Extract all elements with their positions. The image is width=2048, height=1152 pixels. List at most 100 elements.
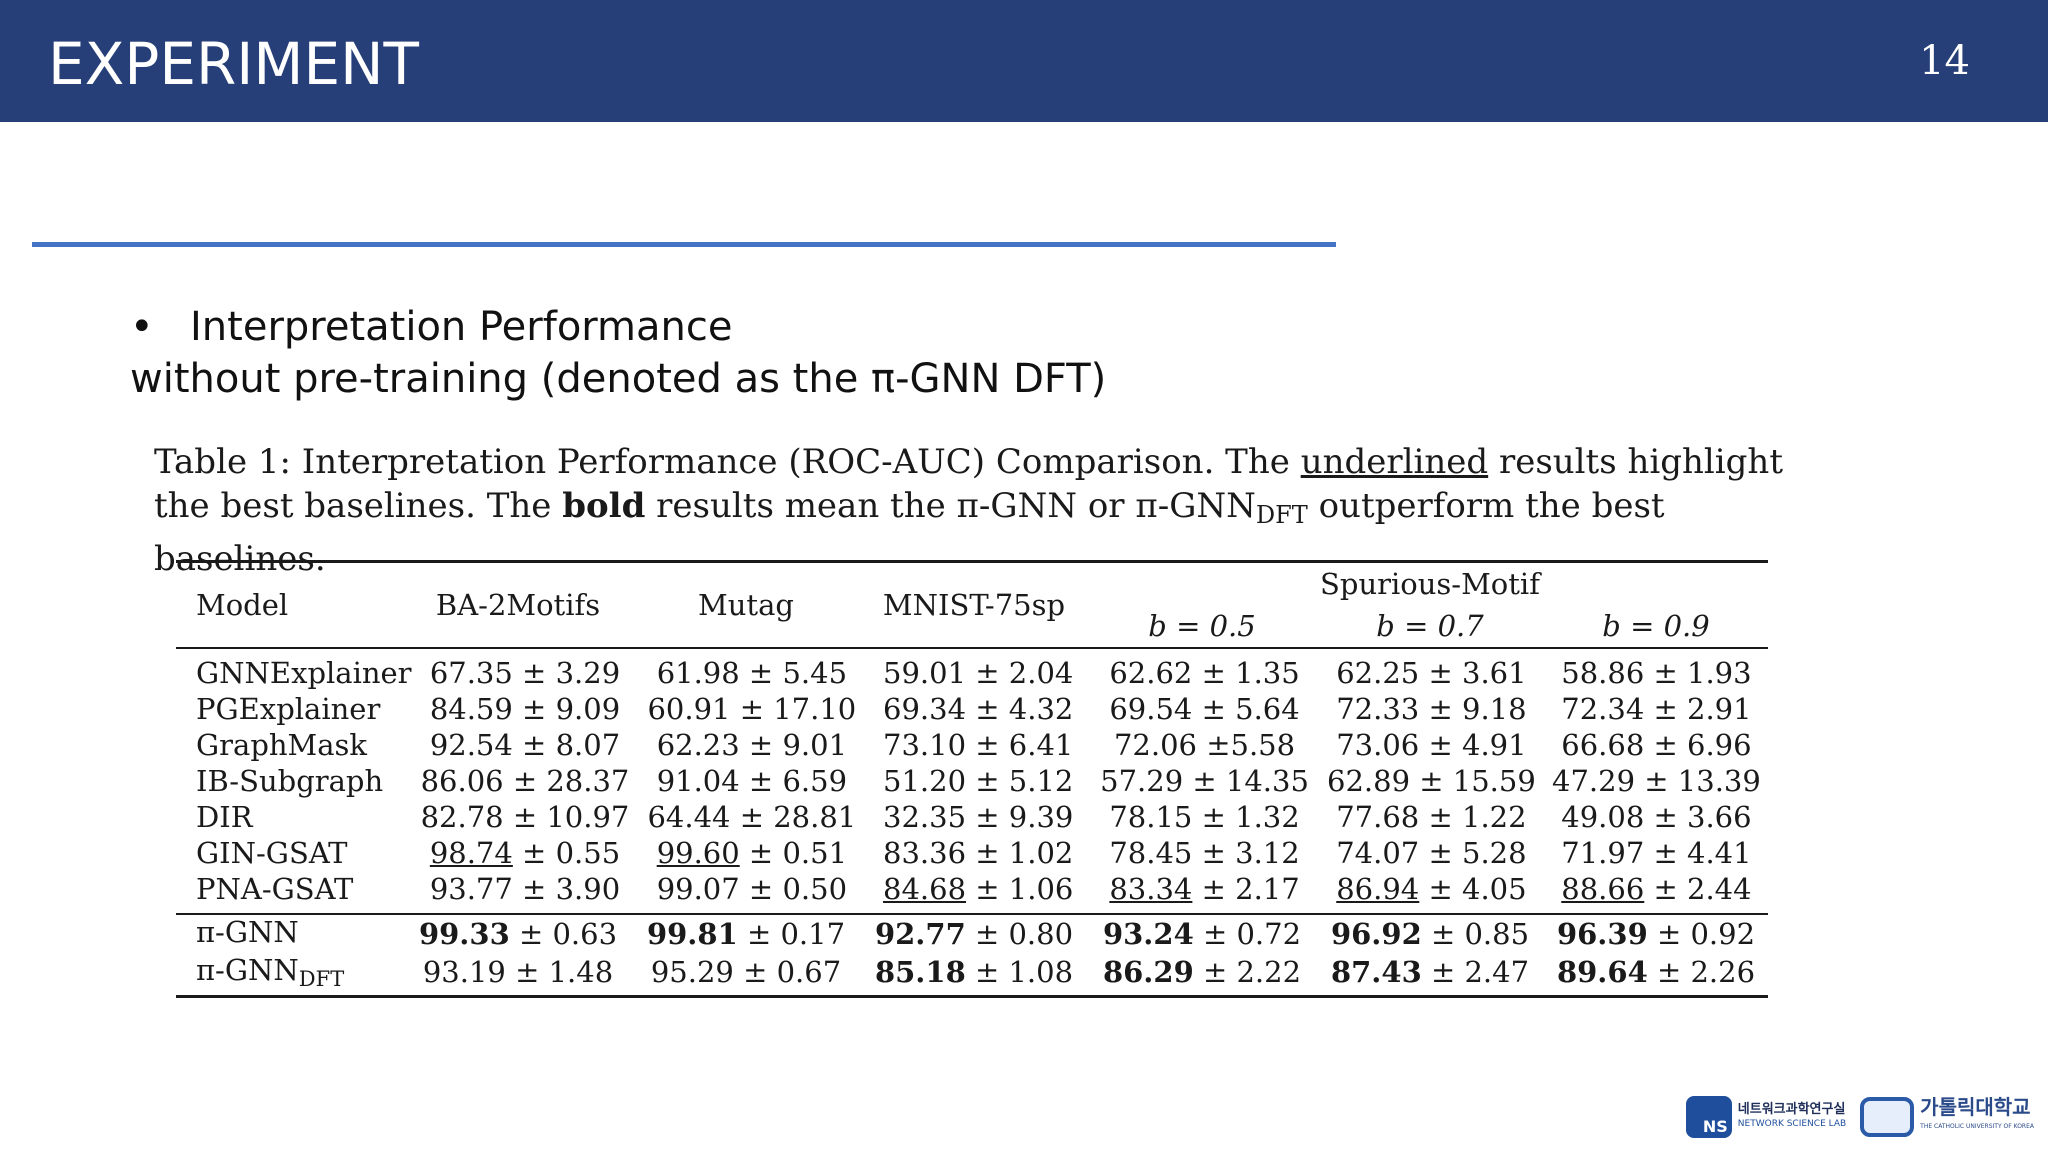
cell: 69.34 ± 4.32 [883, 692, 1074, 726]
header-mnist: MNIST-75sp [882, 588, 1066, 622]
cell-best-value: 88.66 [1561, 872, 1645, 906]
cell: 88.66 ± 2.44 [1545, 871, 1768, 907]
catholic-university-logo: 가톨릭대학교 THE CATHOLIC UNIVERSITY OF KOREA [1860, 1097, 2034, 1137]
cell: 58.86 ± 1.93 [1561, 656, 1752, 690]
cell: 92.54 ± 8.07 [429, 728, 621, 762]
cell: 57.29 ± 14.35 [1100, 764, 1309, 798]
cell: 62.23 ± 9.01 [656, 728, 848, 762]
cell: 95.29 ± 0.67 [650, 955, 842, 989]
cell: 84.68 ± 1.06 [865, 871, 1091, 907]
cell-bold-value: 85.18 [874, 955, 966, 989]
cell: 62.62 ± 1.35 [1109, 656, 1300, 690]
cell: 72.34 ± 2.91 [1561, 692, 1752, 726]
row-model: π-GNNDFT [176, 953, 404, 991]
table-row: PGExplainer 84.59 ± 9.09 60.91 ± 17.10 6… [176, 691, 1768, 727]
row-model-sub: DFT [298, 967, 345, 991]
cell-best-value: 86.94 [1336, 872, 1420, 906]
cell: 47.29 ± 13.39 [1552, 764, 1761, 798]
bullet-text: Interpretation Performance [190, 304, 733, 350]
cell: 72.06 ±5.58 [1113, 728, 1296, 762]
caption-text: outperform the best baselines. [154, 486, 1665, 579]
caption-underlined: underlined [1300, 442, 1489, 482]
cell-bold-value: 87.43 [1330, 955, 1422, 989]
header-mutag: Mutag [698, 588, 794, 622]
cell: 86.94 ± 4.05 [1318, 871, 1545, 907]
cell: 84.59 ± 9.09 [429, 692, 621, 726]
row-model: PNA-GSAT [196, 872, 354, 906]
caption-text: Table 1: Interpretation Performance (ROC… [154, 442, 1301, 482]
header-spurious-motif: Spurious-Motif [1320, 567, 1540, 601]
table-row: π-GNN 99.33 ± 0.63 99.81 ± 0.17 92.77 ± … [176, 915, 1768, 953]
cell: 83.34 ± 2.17 [1091, 871, 1318, 907]
ns-english-name: NETWORK SCIENCE LAB [1737, 1119, 1847, 1129]
cell: 99.07 ± 0.50 [656, 872, 848, 906]
row-model: GIN-GSAT [196, 836, 348, 870]
cell: 74.07 ± 5.28 [1336, 836, 1527, 870]
cell-std: ± 2.44 [1644, 872, 1752, 906]
row-model: GNNExplainer [196, 656, 412, 690]
header-bar: EXPERIMENT 14 [0, 0, 2048, 122]
row-model: DIR [196, 800, 253, 834]
table-row: GNNExplainer 67.35 ± 3.29 61.98 ± 5.45 5… [176, 649, 1768, 691]
table-row: GIN-GSAT 98.74 ± 0.55 99.60 ± 0.51 83.36… [176, 835, 1768, 871]
row-model-name: π-GNN [196, 915, 299, 949]
cell: 86.06 ± 28.37 [420, 764, 630, 798]
cell-std: ± 0.72 [1193, 917, 1302, 951]
cuk-logo-icon [1860, 1097, 1915, 1137]
cell: 93.24 ± 0.72 [1088, 915, 1316, 953]
cuk-logo-text: 가톨릭대학교 THE CATHOLIC UNIVERSITY OF KOREA [1920, 1097, 2034, 1137]
header-b07: b = 0.7 [1376, 609, 1484, 643]
cell: 62.89 ± 15.59 [1327, 764, 1536, 798]
cell-std: ± 2.47 [1421, 955, 1530, 989]
cell-bold-value: 96.92 [1330, 917, 1422, 951]
cell-std: ± 0.92 [1647, 917, 1756, 951]
cell: 98.74 ± 0.55 [412, 835, 639, 871]
caption-text: results mean the π-GNN or π-GNN [645, 486, 1256, 526]
cell: 99.81 ± 0.17 [632, 915, 860, 953]
header-b09: b = 0.9 [1602, 609, 1710, 643]
cell-std: ± 2.26 [1647, 955, 1756, 989]
page-number: 14 [1919, 38, 1970, 84]
cell-std: ± 0.55 [512, 836, 621, 870]
cell-best-value: 83.34 [1109, 872, 1193, 906]
cell: 87.43 ± 2.47 [1316, 953, 1544, 991]
cell: 82.78 ± 10.97 [420, 800, 630, 834]
cell-std: ± 0.80 [965, 917, 1074, 951]
cell: 59.01 ± 2.04 [883, 656, 1074, 690]
ns-logo-text: 네트워크과학연구실 NETWORK SCIENCE LAB [1738, 1103, 1846, 1131]
cell-bold-value: 99.81 [646, 917, 738, 951]
title-divider [32, 242, 1336, 247]
table-row: GraphMask 92.54 ± 8.07 62.23 ± 9.01 73.1… [176, 727, 1768, 763]
cell-std: ± 0.63 [509, 917, 618, 951]
table-row: PNA-GSAT 93.77 ± 3.90 99.07 ± 0.50 84.68… [176, 871, 1768, 907]
row-model: PGExplainer [196, 692, 381, 726]
cell: 71.97 ± 4.41 [1561, 836, 1752, 870]
cell-std: ± 2.17 [1192, 872, 1300, 906]
cell: 99.33 ± 0.63 [404, 915, 632, 953]
cell: 92.77 ± 0.80 [860, 915, 1088, 953]
table-header-rule [176, 647, 1768, 649]
table-row: DIR 82.78 ± 10.97 64.44 ± 28.81 32.35 ± … [176, 799, 1768, 835]
cell-std: ± 2.22 [1193, 955, 1302, 989]
caption-text: results highlight the best baselines. Th… [154, 442, 1783, 526]
cell: 93.77 ± 3.90 [429, 872, 621, 906]
cell-bold-value: 86.29 [1102, 955, 1194, 989]
cell: 89.64 ± 2.26 [1544, 953, 1768, 991]
network-science-lab-logo: NS 네트워크과학연구실 NETWORK SCIENCE LAB [1685, 1096, 1846, 1138]
ns-korean-name: 네트워크과학연구실 [1737, 1102, 1846, 1117]
table-row: π-GNNDFT 93.19 ± 1.48 95.29 ± 0.67 85.18… [176, 953, 1768, 991]
table-top-rule [176, 560, 1768, 563]
footer-logos: NS 네트워크과학연구실 NETWORK SCIENCE LAB 가톨릭대학교 … [1685, 1092, 2034, 1142]
cell: 61.98 ± 5.45 [656, 656, 848, 690]
header-model: Model [196, 588, 289, 622]
cell: 60.91 ± 17.10 [647, 692, 857, 726]
cell: 78.15 ± 1.32 [1109, 800, 1300, 834]
bullet-item: • Interpretation Performance [130, 304, 732, 350]
cell: 77.68 ± 1.22 [1336, 800, 1527, 834]
table-row: IB-Subgraph 86.06 ± 28.37 91.04 ± 6.59 5… [176, 763, 1768, 799]
cell-std: ± 1.06 [966, 872, 1074, 906]
row-model-name: π-GNN [196, 953, 299, 987]
row-model: GraphMask [196, 728, 367, 762]
cell: 51.20 ± 5.12 [883, 764, 1074, 798]
cell-best-value: 84.68 [883, 872, 967, 906]
